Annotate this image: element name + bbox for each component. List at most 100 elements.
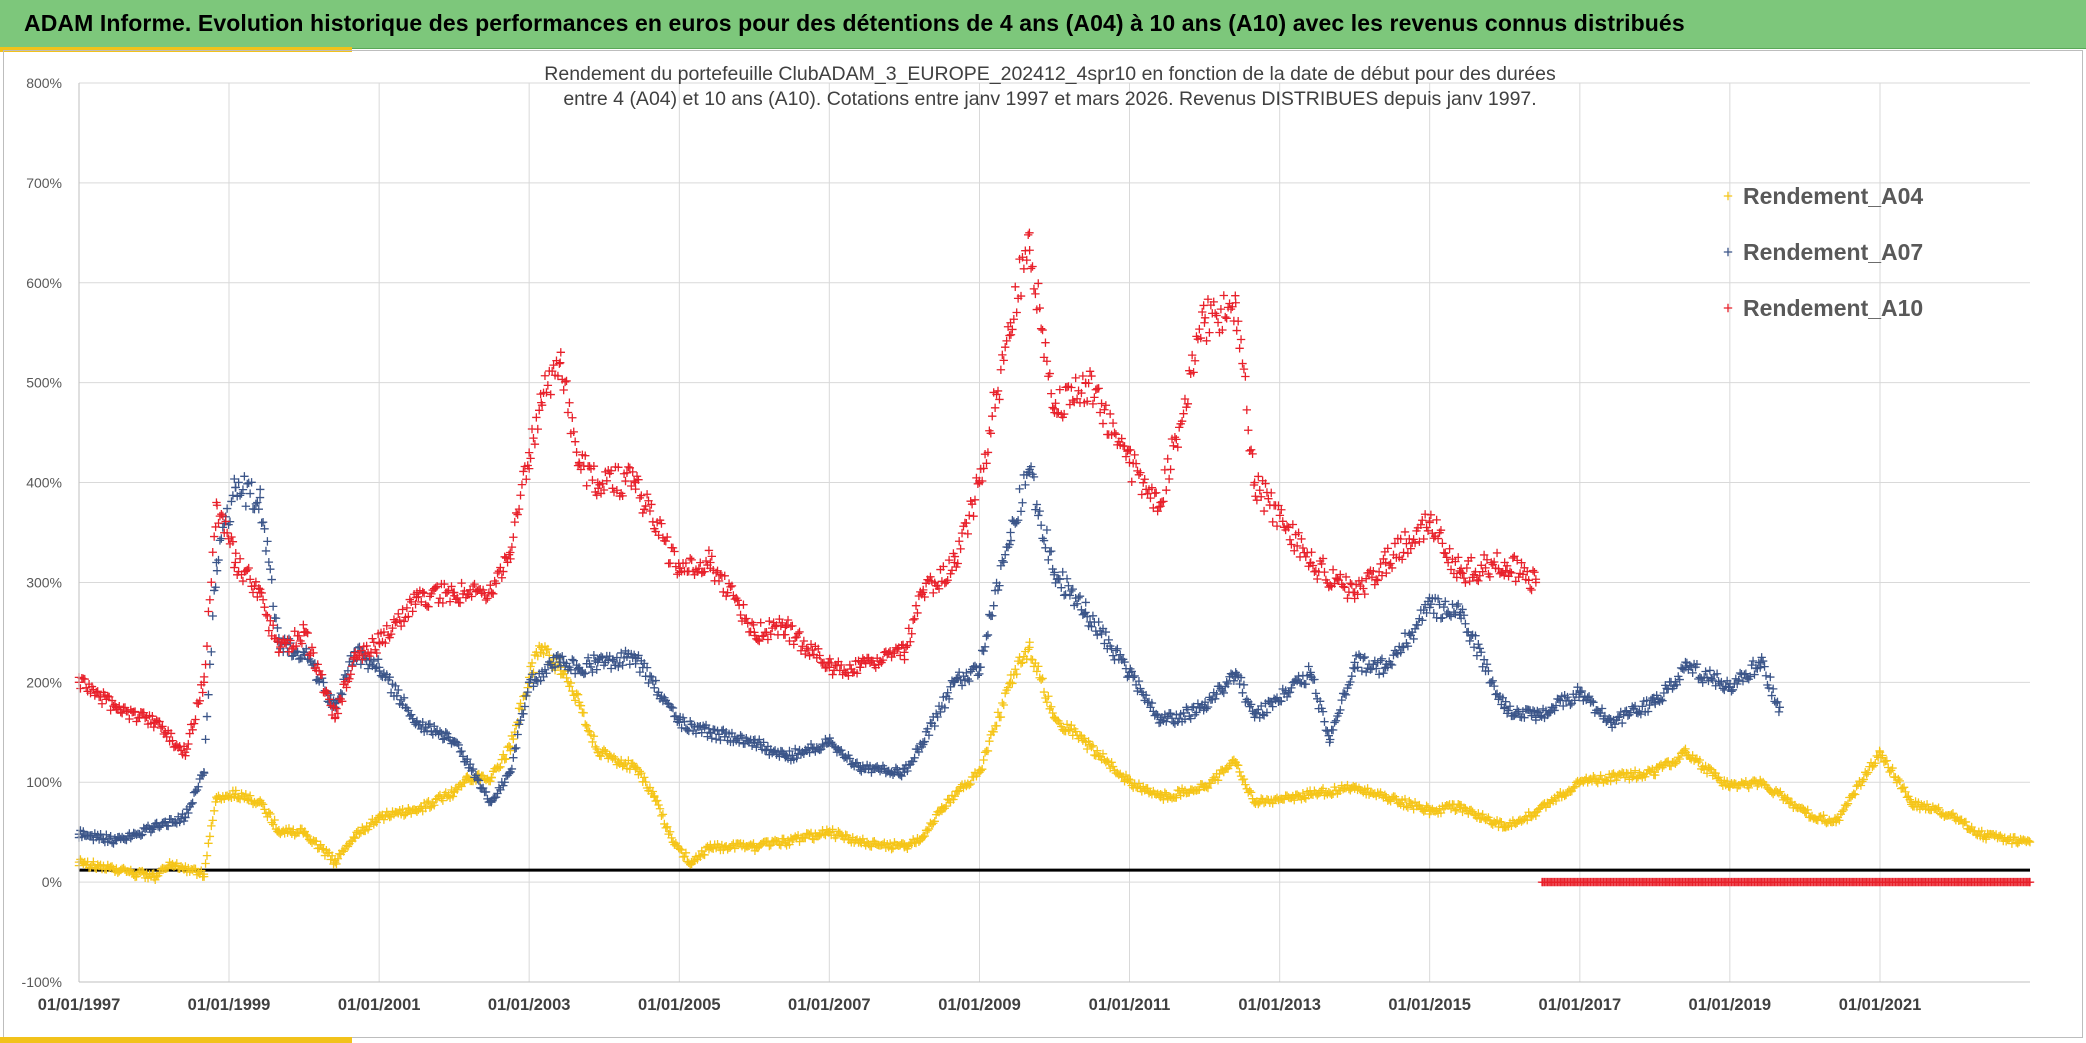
data-point <box>1048 564 1057 574</box>
data-point <box>1304 662 1313 671</box>
data-point <box>1469 643 1479 652</box>
data-point <box>245 489 255 498</box>
data-point <box>1359 654 1368 663</box>
data-point <box>1254 472 1263 481</box>
data-point <box>1248 794 1257 803</box>
data-point <box>904 624 914 633</box>
data-point <box>1022 255 1031 265</box>
data-point <box>1239 364 1249 374</box>
data-point <box>942 801 951 811</box>
data-point <box>1530 568 1539 577</box>
data-point <box>555 359 564 368</box>
data-point <box>952 674 961 683</box>
data-point <box>358 655 367 664</box>
data-point <box>663 822 672 831</box>
data-point <box>302 830 311 839</box>
data-point <box>149 722 158 732</box>
data-point <box>1446 804 1456 814</box>
data-point <box>1277 697 1286 706</box>
data-point <box>979 464 988 473</box>
data-point <box>342 683 351 692</box>
data-point <box>1323 726 1332 736</box>
data-point <box>181 813 190 822</box>
data-point <box>657 811 666 821</box>
data-point <box>1049 570 1059 579</box>
data-point <box>947 566 957 575</box>
data-point <box>234 478 243 487</box>
y-tick-label: 800% <box>26 75 62 91</box>
data-point <box>481 787 491 797</box>
data-point <box>1528 566 1538 575</box>
data-point <box>993 585 1003 595</box>
data-point <box>792 753 801 763</box>
data-point <box>1698 678 1707 687</box>
data-point <box>1426 599 1436 609</box>
chart-grid <box>78 82 2030 983</box>
data-point <box>1451 557 1460 566</box>
data-point <box>980 642 990 652</box>
data-point <box>979 755 988 765</box>
data-point <box>1475 644 1484 653</box>
accent-bar-bottom <box>0 1037 352 1043</box>
data-point <box>1029 472 1039 482</box>
data-point <box>657 519 666 528</box>
data-point <box>1094 384 1103 393</box>
data-point <box>1741 669 1751 678</box>
x-tick-label: 01/01/2019 <box>1689 996 1772 1014</box>
data-point <box>227 532 236 542</box>
data-point <box>1589 698 1598 707</box>
data-point <box>1228 302 1237 311</box>
data-point <box>1093 746 1102 755</box>
legend-marker <box>1723 191 1733 201</box>
data-point <box>504 769 514 778</box>
data-point <box>1536 711 1545 720</box>
data-point <box>1153 506 1162 516</box>
data-point <box>828 670 837 679</box>
data-point <box>1679 746 1689 755</box>
data-point <box>1426 510 1436 520</box>
data-point <box>473 775 482 784</box>
data-point <box>1202 704 1211 713</box>
data-point <box>1210 694 1220 704</box>
data-point <box>970 661 980 671</box>
data-point <box>1235 344 1244 353</box>
data-point <box>998 556 1007 565</box>
data-point <box>943 688 952 697</box>
data-point <box>1478 810 1487 819</box>
data-point <box>988 411 997 421</box>
data-point <box>1005 540 1014 549</box>
data-point <box>707 552 717 561</box>
y-tick-label: 200% <box>26 674 62 690</box>
data-point <box>1353 663 1362 672</box>
y-tick-label: -100% <box>22 974 62 990</box>
data-point <box>1403 803 1413 812</box>
data-point <box>977 764 987 774</box>
data-point <box>1478 662 1487 671</box>
data-point <box>1219 688 1228 698</box>
data-point <box>1337 695 1346 705</box>
data-point <box>1255 486 1264 495</box>
data-point <box>1744 783 1753 793</box>
data-point <box>834 827 843 836</box>
data-point <box>237 489 246 498</box>
data-point <box>260 524 269 534</box>
data-point <box>115 702 124 711</box>
data-point <box>1326 735 1335 744</box>
data-point <box>148 711 157 721</box>
data-point <box>1192 708 1201 717</box>
data-point <box>992 721 1001 730</box>
data-point <box>486 580 495 590</box>
data-point <box>1111 646 1121 655</box>
data-point <box>1034 279 1043 288</box>
data-point <box>1758 656 1768 666</box>
data-point <box>1162 485 1171 495</box>
data-point <box>1018 658 1027 667</box>
data-point <box>1067 586 1076 596</box>
data-point <box>640 659 649 668</box>
data-point <box>1128 673 1138 682</box>
data-point <box>1728 685 1738 695</box>
data-point <box>661 536 670 546</box>
data-point <box>1236 673 1246 682</box>
data-point <box>772 621 781 630</box>
data-point <box>110 700 120 709</box>
